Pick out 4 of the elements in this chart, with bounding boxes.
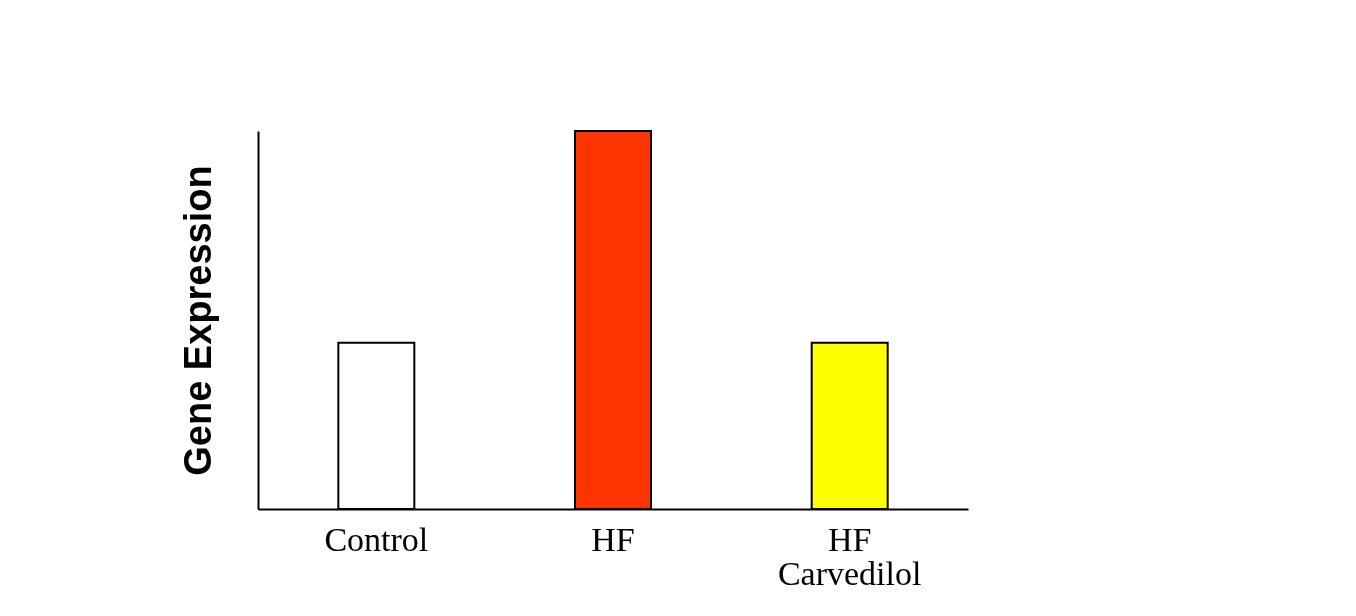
x-tick-label: Control (324, 520, 429, 558)
y-axis-title: Gene Expression (176, 165, 219, 476)
x-tick-label: HF (591, 520, 635, 558)
x-tick-label: HF Carvedilol (777, 520, 922, 592)
